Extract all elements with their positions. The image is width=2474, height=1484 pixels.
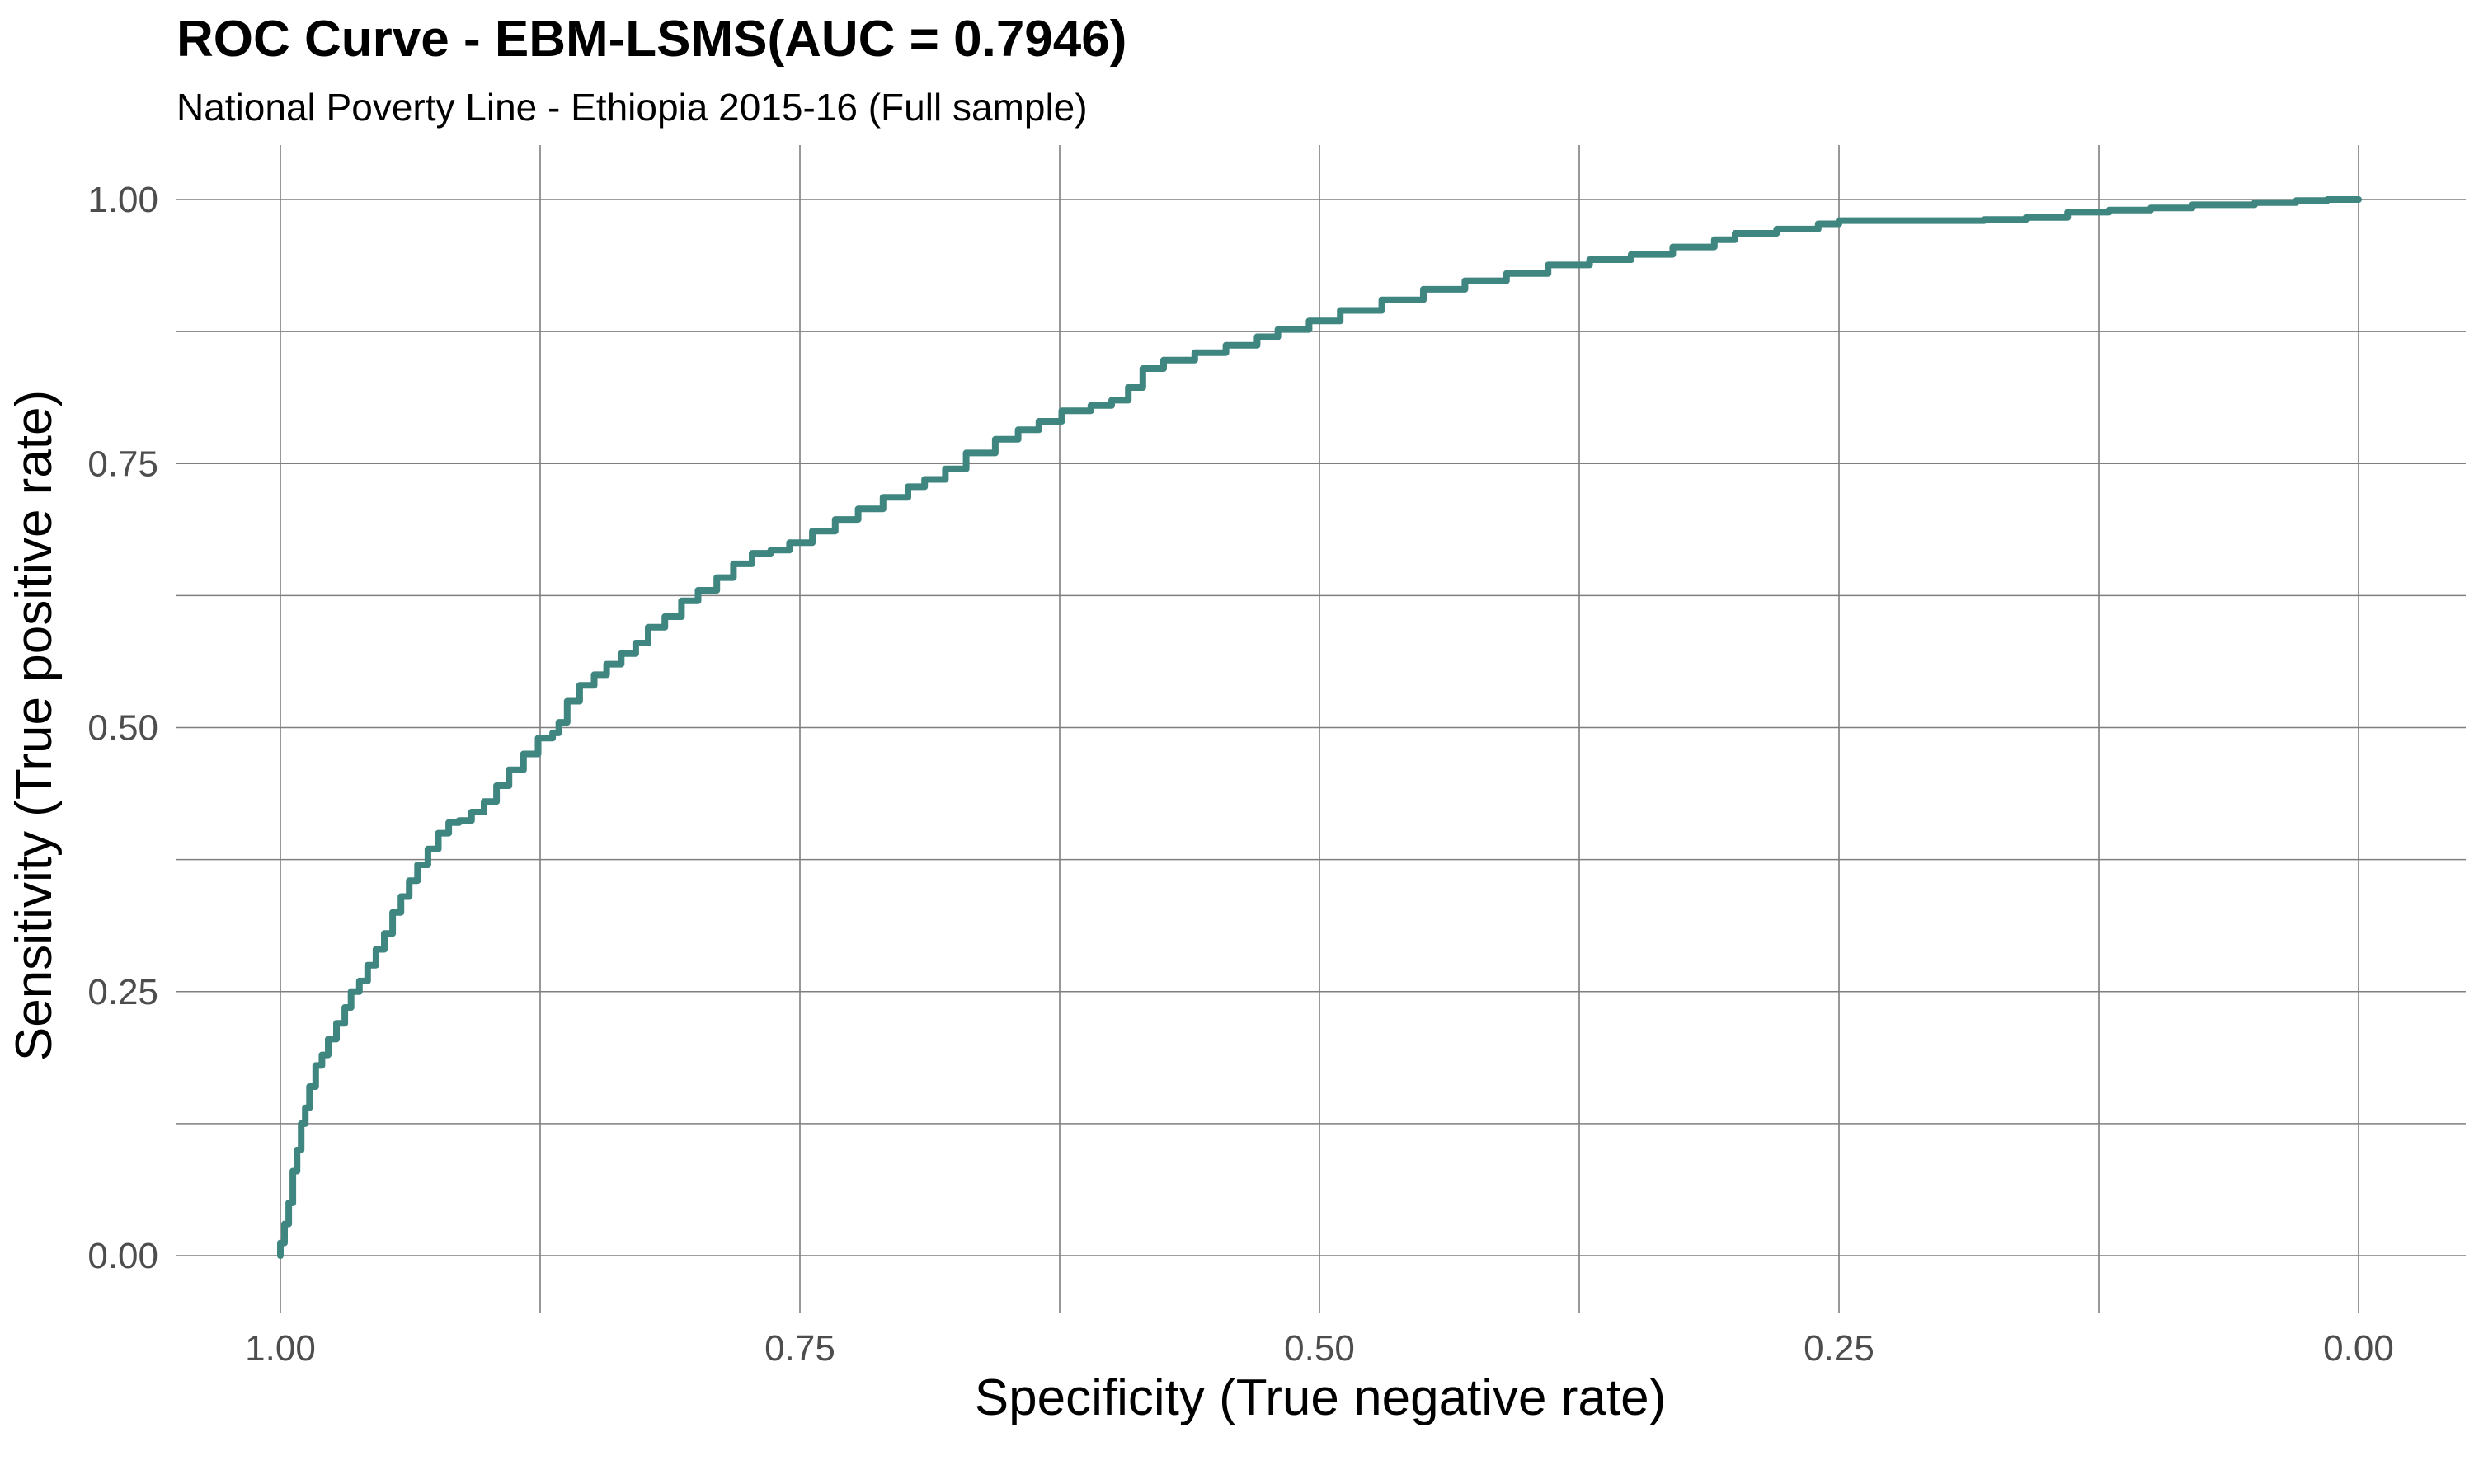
roc-curve xyxy=(277,196,2362,1259)
x-tick-label: 0.75 xyxy=(764,1328,835,1369)
x-tick-label: 0.00 xyxy=(2323,1328,2394,1369)
y-tick-label: 0.50 xyxy=(87,708,158,749)
x-tick-label: 1.00 xyxy=(245,1328,316,1369)
y-tick-label: 1.00 xyxy=(87,180,158,220)
y-axis-title: Sensitivity (True positive rate) xyxy=(6,390,63,1061)
x-tick-label: 0.25 xyxy=(1804,1328,1874,1369)
gridlines xyxy=(176,145,2466,1313)
chart-title: ROC Curve - EBM-LSMS(AUC = 0.7946) xyxy=(176,11,1126,68)
chart-subtitle: National Poverty Line - Ethiopia 2015-16… xyxy=(176,86,1088,129)
y-tick-label: 0.25 xyxy=(87,972,158,1012)
x-axis-title: Specificity (True negative rate) xyxy=(975,1369,1666,1426)
y-tick-label: 0.75 xyxy=(87,444,158,484)
x-tick-label: 0.50 xyxy=(1284,1328,1355,1369)
tick-labels: 1.00 0.75 0.50 0.25 0.00 0.00 0.25 0.50 0.75 1.00 xyxy=(87,180,2393,1369)
y-tick-label: 0.00 xyxy=(87,1236,158,1276)
